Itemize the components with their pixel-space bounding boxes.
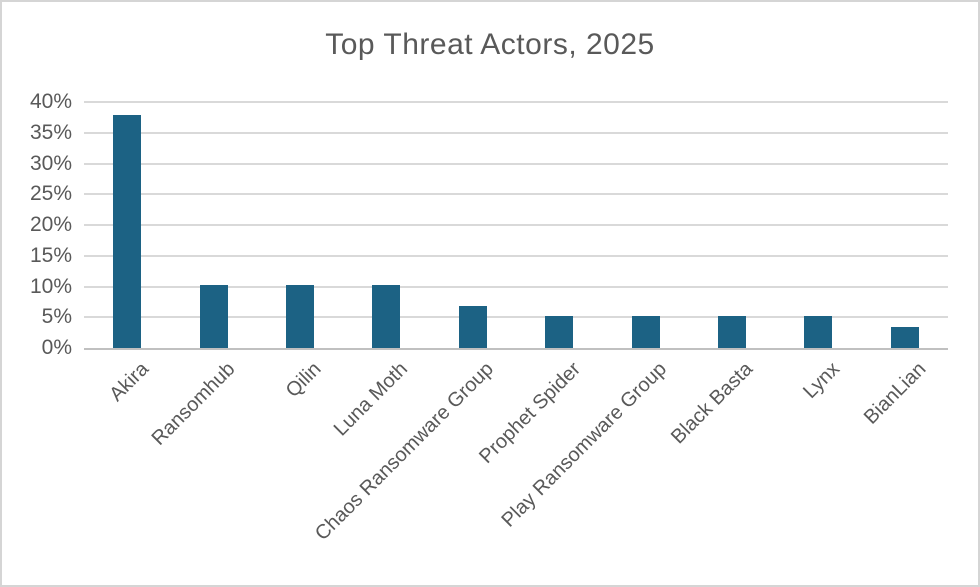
y-tick-label-15: 15%: [29, 243, 72, 267]
bar-chaos-ransomware-group: [458, 305, 487, 348]
x-tick-label-black-basta: Black Basta: [667, 358, 758, 449]
plot-area: [84, 101, 948, 350]
bar-bianlian: [890, 327, 919, 348]
y-tick-label-0: 0%: [41, 336, 72, 359]
y-tick-label-25: 25%: [29, 182, 72, 206]
bar-lynx: [804, 316, 833, 348]
gridline-5: [84, 316, 948, 319]
bar-qilin: [286, 284, 314, 348]
gridline-30: [84, 162, 948, 165]
x-tick-label-lynx: Lynx: [799, 358, 844, 403]
bar-prophet-spider: [545, 316, 574, 348]
x-tick-label-play-ransomware-group: Play Ransomware Group: [497, 358, 672, 532]
bar-ransomhub: [199, 284, 228, 348]
x-tick-label-chaos-ransomware-group: Chaos Ransomware Group: [311, 358, 499, 545]
gridline-40: [84, 101, 948, 103]
x-tick-label-qilin: Qilin: [281, 358, 326, 402]
bar-play-ransomware-group: [631, 316, 660, 348]
y-tick-label-20: 20%: [29, 213, 72, 236]
gridline-10: [84, 285, 948, 288]
chart-title: Top Threat Actors, 2025: [325, 28, 655, 61]
gridline-35: [84, 131, 948, 134]
x-axis: Akira Ransomhub Qilin Luna Moth Chaos Ransom…: [84, 350, 948, 585]
x-tick-label-akira: Akira: [104, 358, 153, 406]
gridline-15: [84, 254, 948, 257]
y-tick-label-30: 30%: [29, 151, 72, 175]
y-tick-label-40: 40%: [29, 90, 72, 113]
gridline-20: [84, 224, 948, 226]
y-axis: 0% 5% 10% 15% 20% 25% 30% 35% 40%: [2, 91, 72, 359]
x-tick-label-ransomhub: Ransomhub: [147, 358, 240, 450]
gridline-25: [84, 193, 948, 196]
x-tick-label-bianlian: BianLian: [859, 358, 931, 429]
bar-luna-moth: [372, 284, 401, 348]
y-tick-label-35: 35%: [29, 120, 72, 144]
bar-akira: [113, 114, 142, 348]
x-tick-label-luna-moth: Luna Moth: [329, 358, 412, 441]
y-tick-label-5: 5%: [41, 305, 72, 329]
y-tick-label-10: 10%: [29, 274, 72, 298]
bar-black-basta: [718, 316, 746, 348]
